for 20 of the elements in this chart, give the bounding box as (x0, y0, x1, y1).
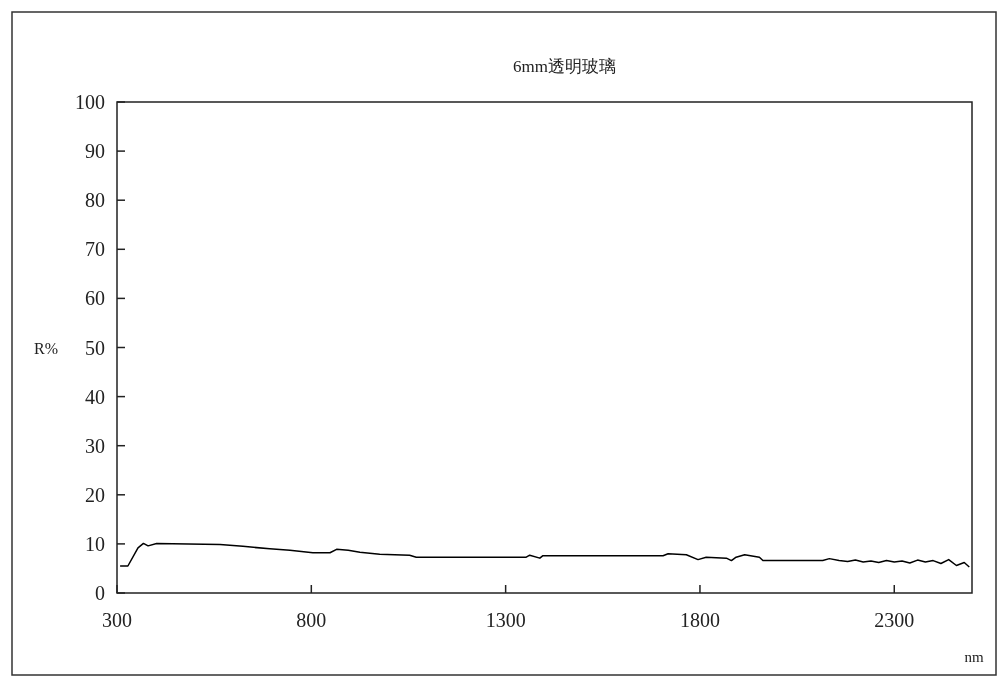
x-tick-label: 2300 (874, 609, 915, 631)
y-tick-label: 70 (85, 238, 105, 261)
x-tick-label: 1300 (485, 609, 526, 631)
chart-title: 6mm透明玻璃 (513, 57, 616, 76)
y-tick-label: 80 (85, 189, 105, 212)
y-tick-label: 40 (85, 385, 105, 408)
x-tick-label: 1800 (679, 609, 720, 631)
y-axis-title: R% (34, 339, 58, 357)
y-tick-label: 10 (85, 532, 105, 555)
y-tick-label: 60 (85, 287, 105, 310)
y-tick-label: 30 (85, 434, 105, 457)
x-axis-title: nm (964, 649, 984, 665)
y-tick-label: 0 (95, 582, 105, 604)
y-tick-label: 90 (85, 140, 105, 163)
line-series (119, 542, 971, 568)
x-tick-label: 800 (296, 609, 327, 631)
y-tick-label: 100 (75, 91, 105, 113)
y-tick-label: 50 (85, 336, 105, 359)
y-tick-label: 20 (85, 483, 105, 506)
x-tick-label: 300 (102, 609, 132, 631)
